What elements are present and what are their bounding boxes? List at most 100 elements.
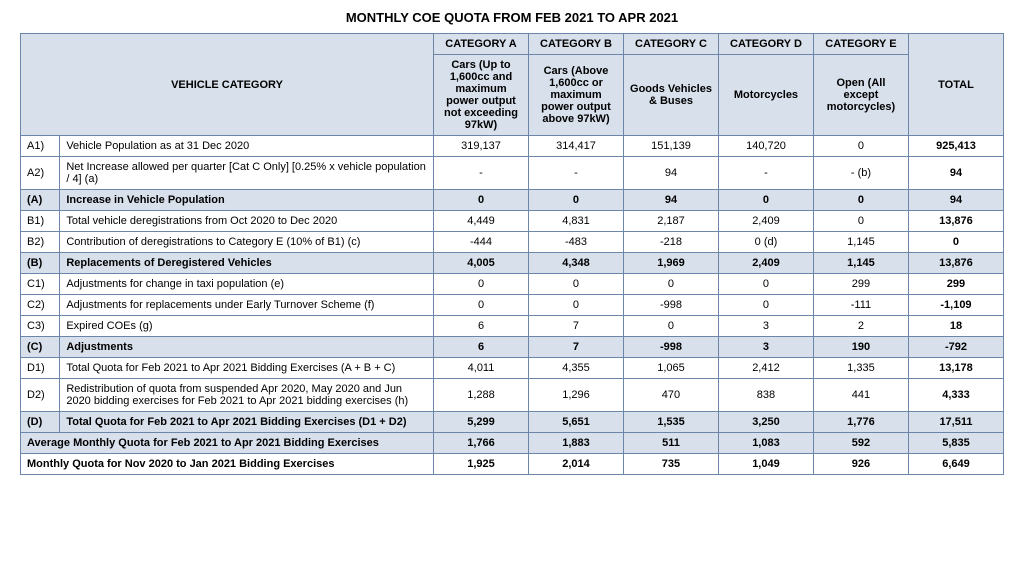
cell-value: 2,409	[718, 253, 813, 274]
cell-value: 314,417	[529, 136, 624, 157]
header-cat-e-sub: Open (All except motorcycles)	[813, 55, 908, 136]
row-desc: Total Quota for Feb 2021 to Apr 2021 Bid…	[60, 358, 434, 379]
cell-total: 4,333	[908, 379, 1003, 412]
cell-value: 3,250	[718, 412, 813, 433]
header-cat-d-sub: Motorcycles	[718, 55, 813, 136]
row-code: A2)	[21, 157, 60, 190]
cell-total: 6,649	[908, 454, 1003, 475]
cell-value: 6	[434, 337, 529, 358]
header-vehicle-category: VEHICLE CATEGORY	[21, 34, 434, 136]
cell-value: 4,355	[529, 358, 624, 379]
header-cat-c-top: CATEGORY C	[623, 34, 718, 55]
cell-value: 94	[623, 190, 718, 211]
table-row: (A)Increase in Vehicle Population0094009…	[21, 190, 1004, 211]
row-desc: Average Monthly Quota for Feb 2021 to Ap…	[21, 433, 434, 454]
cell-value: 0	[813, 211, 908, 232]
row-code: B2)	[21, 232, 60, 253]
cell-value: 1,049	[718, 454, 813, 475]
header-cat-a-top: CATEGORY A	[434, 34, 529, 55]
row-desc: Vehicle Population as at 31 Dec 2020	[60, 136, 434, 157]
row-code: A1)	[21, 136, 60, 157]
coe-quota-table: VEHICLE CATEGORY CATEGORY A CATEGORY B C…	[20, 33, 1004, 475]
table-row: D2)Redistribution of quota from suspende…	[21, 379, 1004, 412]
cell-value: 592	[813, 433, 908, 454]
header-cat-d-top: CATEGORY D	[718, 34, 813, 55]
cell-value: 1,766	[434, 433, 529, 454]
row-desc: Total vehicle deregistrations from Oct 2…	[60, 211, 434, 232]
cell-total: -792	[908, 337, 1003, 358]
page-title: MONTHLY COE QUOTA FROM FEB 2021 TO APR 2…	[20, 10, 1004, 25]
cell-value: -483	[529, 232, 624, 253]
table-row: D1)Total Quota for Feb 2021 to Apr 2021 …	[21, 358, 1004, 379]
cell-value: 1,335	[813, 358, 908, 379]
cell-value: 7	[529, 337, 624, 358]
header-cat-e-top: CATEGORY E	[813, 34, 908, 55]
row-desc: Increase in Vehicle Population	[60, 190, 434, 211]
row-desc: Total Quota for Feb 2021 to Apr 2021 Bid…	[60, 412, 434, 433]
table-row: B1)Total vehicle deregistrations from Oc…	[21, 211, 1004, 232]
cell-value: 1,925	[434, 454, 529, 475]
table-row: (C)Adjustments67-9983190-792	[21, 337, 1004, 358]
cell-value: 5,299	[434, 412, 529, 433]
cell-value: 319,137	[434, 136, 529, 157]
cell-value: 0	[529, 295, 624, 316]
header-cat-a-sub: Cars (Up to 1,600cc and maximum power ou…	[434, 55, 529, 136]
cell-value: 1,083	[718, 433, 813, 454]
cell-value: 1,535	[623, 412, 718, 433]
cell-value: -	[434, 157, 529, 190]
cell-value: 6	[434, 316, 529, 337]
cell-value: 0	[813, 136, 908, 157]
cell-total: 94	[908, 157, 1003, 190]
cell-total: 299	[908, 274, 1003, 295]
cell-value: 1,969	[623, 253, 718, 274]
cell-value: 190	[813, 337, 908, 358]
cell-value: 1,065	[623, 358, 718, 379]
cell-value: 0	[718, 190, 813, 211]
cell-value: 7	[529, 316, 624, 337]
row-desc: Contribution of deregistrations to Categ…	[60, 232, 434, 253]
cell-value: 2	[813, 316, 908, 337]
cell-value: 2,014	[529, 454, 624, 475]
cell-value: 4,011	[434, 358, 529, 379]
cell-value: 926	[813, 454, 908, 475]
cell-value: 0	[434, 274, 529, 295]
row-desc: Adjustments for replacements under Early…	[60, 295, 434, 316]
cell-value: 3	[718, 316, 813, 337]
table-row: Average Monthly Quota for Feb 2021 to Ap…	[21, 433, 1004, 454]
header-cat-b-sub: Cars (Above 1,600cc or maximum power out…	[529, 55, 624, 136]
cell-value: 0	[529, 190, 624, 211]
cell-value: 140,720	[718, 136, 813, 157]
cell-value: 94	[623, 157, 718, 190]
header-total: TOTAL	[908, 34, 1003, 136]
cell-value: 1,776	[813, 412, 908, 433]
cell-total: 13,876	[908, 253, 1003, 274]
row-desc: Net Increase allowed per quarter [Cat C …	[60, 157, 434, 190]
table-row: (B)Replacements of Deregistered Vehicles…	[21, 253, 1004, 274]
cell-value: 735	[623, 454, 718, 475]
row-desc: Expired COEs (g)	[60, 316, 434, 337]
table-row: B2)Contribution of deregistrations to Ca…	[21, 232, 1004, 253]
cell-value: -998	[623, 295, 718, 316]
cell-value: 4,005	[434, 253, 529, 274]
cell-value: -444	[434, 232, 529, 253]
cell-value: -218	[623, 232, 718, 253]
table-row: A1)Vehicle Population as at 31 Dec 20203…	[21, 136, 1004, 157]
cell-total: 18	[908, 316, 1003, 337]
cell-value: -	[718, 157, 813, 190]
row-desc: Adjustments for change in taxi populatio…	[60, 274, 434, 295]
cell-value: 0	[623, 316, 718, 337]
table-row: (D)Total Quota for Feb 2021 to Apr 2021 …	[21, 412, 1004, 433]
header-cat-c-sub: Goods Vehicles & Buses	[623, 55, 718, 136]
cell-total: -1,109	[908, 295, 1003, 316]
cell-value: 1,883	[529, 433, 624, 454]
cell-total: 925,413	[908, 136, 1003, 157]
table-body: A1)Vehicle Population as at 31 Dec 20203…	[21, 136, 1004, 475]
row-code: D1)	[21, 358, 60, 379]
table-row: C1)Adjustments for change in taxi popula…	[21, 274, 1004, 295]
cell-value: 470	[623, 379, 718, 412]
cell-total: 0	[908, 232, 1003, 253]
cell-value: 838	[718, 379, 813, 412]
row-code: B1)	[21, 211, 60, 232]
cell-value: 2,187	[623, 211, 718, 232]
cell-total: 17,511	[908, 412, 1003, 433]
